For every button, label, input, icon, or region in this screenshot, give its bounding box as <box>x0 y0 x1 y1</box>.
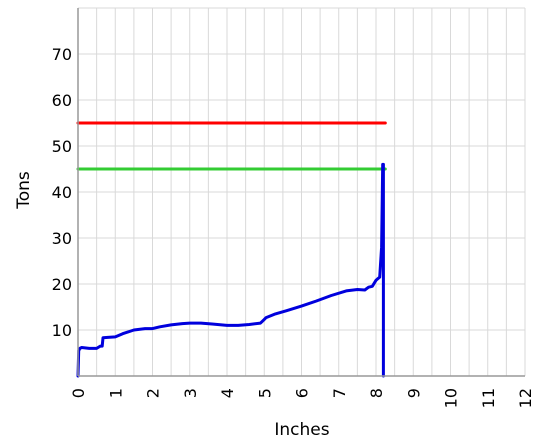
series-line-3 <box>76 162 385 378</box>
y-tick-label: 40 <box>52 183 72 202</box>
series-layer <box>76 121 387 378</box>
x-tick-label: 11 <box>479 388 498 408</box>
x-axis-label: Inches <box>274 420 329 440</box>
x-tick-label: 0 <box>69 388 88 398</box>
y-axis-label: Tons <box>14 171 34 210</box>
x-tick-label: 4 <box>218 388 237 398</box>
y-tick-label: 70 <box>52 45 72 64</box>
y-tick-label: 10 <box>52 321 72 340</box>
x-tick-label: 10 <box>442 388 461 408</box>
x-tick-label: 8 <box>367 388 386 398</box>
grid <box>77 7 526 376</box>
x-tick-label: 9 <box>404 388 423 398</box>
x-tick-label: 2 <box>144 388 163 398</box>
x-tick-label: 12 <box>516 388 535 408</box>
y-tick-label: 50 <box>52 137 72 156</box>
x-tick-label: 7 <box>330 388 349 398</box>
x-tick-label: 6 <box>293 388 312 398</box>
x-tick-label: 3 <box>181 388 200 398</box>
y-tick-label: 20 <box>52 275 72 294</box>
x-tick-label: 1 <box>106 388 125 398</box>
x-tick-label: 5 <box>255 388 274 398</box>
axes <box>77 8 525 377</box>
y-tick-label: 30 <box>52 229 72 248</box>
y-tick-label: 60 <box>52 91 72 110</box>
